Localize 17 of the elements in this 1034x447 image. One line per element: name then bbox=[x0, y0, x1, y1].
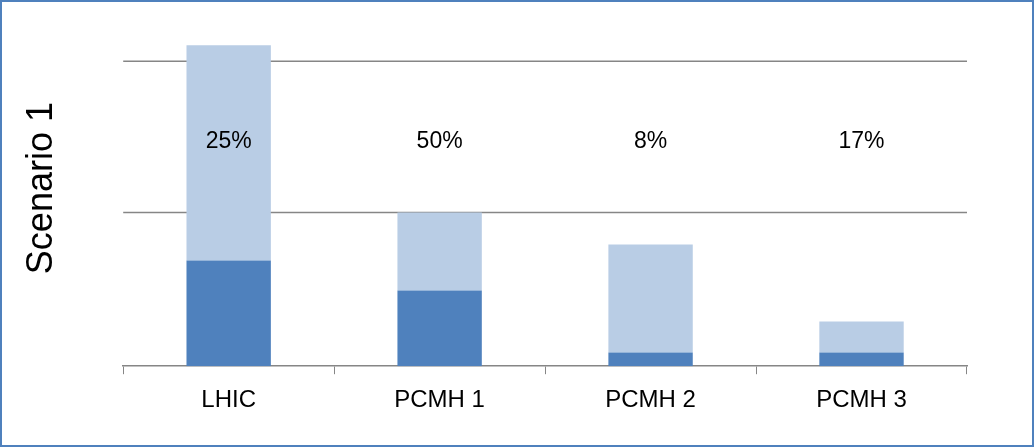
bar bbox=[397, 212, 482, 291]
x-tick-label: PCMH 1 bbox=[394, 385, 485, 413]
annotation: 17% bbox=[838, 127, 885, 154]
x-tick-label: PCMH 2 bbox=[605, 385, 696, 413]
annotation: 8% bbox=[633, 127, 668, 154]
bar bbox=[819, 352, 904, 367]
bar bbox=[608, 244, 693, 353]
bar bbox=[608, 352, 693, 367]
bar bbox=[819, 321, 904, 353]
annotation: 25% bbox=[205, 127, 252, 154]
x-tick-label: LHIC bbox=[201, 385, 257, 413]
x-tick-label: PCMH 3 bbox=[816, 385, 907, 413]
bar bbox=[397, 290, 482, 367]
y-axis-title: Scenario 1 bbox=[18, 102, 60, 275]
annotation: 50% bbox=[416, 127, 463, 154]
bar bbox=[186, 260, 271, 367]
bar bbox=[186, 45, 271, 261]
